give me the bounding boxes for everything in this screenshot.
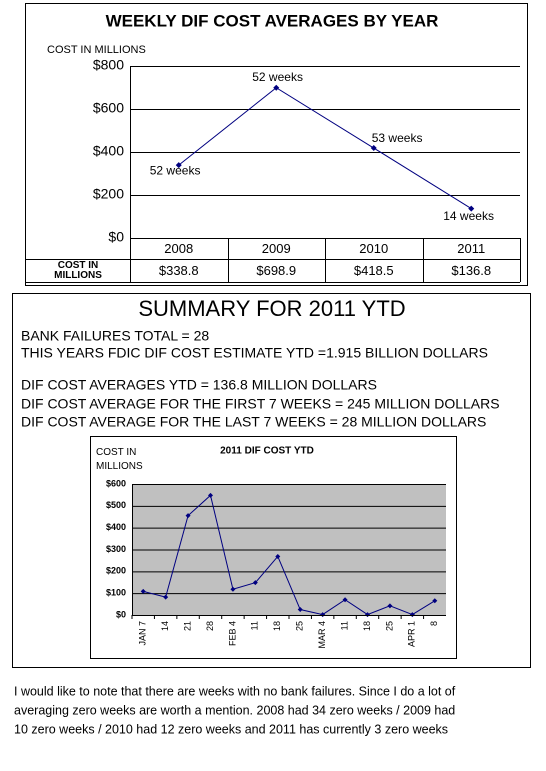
- x-tick-label: 2011: [457, 241, 485, 256]
- y-tick-label: $600: [106, 478, 126, 488]
- note-line: 10 zero weeks / 2010 had 12 zero weeks a…: [14, 722, 448, 736]
- summary-line: DIF COST AVERAGES YTD = 136.8 MILLION DO…: [21, 377, 377, 393]
- y-tick-label: $0: [108, 229, 124, 245]
- summary-line: BANK FAILURES TOTAL = 28: [21, 328, 209, 344]
- data-point: [370, 145, 377, 152]
- y-tick-label: $100: [106, 588, 126, 598]
- x-tick-label: 28: [205, 621, 215, 631]
- y-label: COST IN MILLIONS: [96, 447, 143, 472]
- data-point: [140, 588, 146, 594]
- annotation: 52 weeks: [150, 163, 201, 177]
- x-tick-label: 25: [384, 621, 394, 631]
- data-point: [273, 84, 280, 91]
- table-header-box: COST IN MILLIONS: [54, 260, 102, 281]
- x-tick-label: 8: [429, 621, 439, 626]
- y-tick-label: $300: [106, 544, 126, 554]
- data-line: [178, 87, 472, 210]
- top-frame: [25, 3, 528, 286]
- data-point: [387, 603, 393, 609]
- y-tick-label: $600: [93, 100, 124, 116]
- x-tick-label: 25: [295, 621, 305, 631]
- x-tick-label: 21: [182, 621, 192, 631]
- x-tick-label: FEB 4: [227, 621, 237, 646]
- x-tick-label: 11: [250, 621, 260, 630]
- data-point: [230, 586, 236, 592]
- y-tick-label: $500: [106, 500, 126, 510]
- y-tick-label: $200: [106, 566, 126, 576]
- data-point: [208, 492, 213, 498]
- summary-line: THIS YEARS FDIC DIF COST ESTIMATE YTD =1…: [21, 345, 488, 361]
- x-tick-label: 18: [362, 621, 372, 631]
- chart-title: WEEKLY DIF COST AVERAGES BY YEAR: [106, 11, 439, 30]
- data-point: [468, 205, 475, 212]
- data-point: [252, 580, 258, 586]
- x-tick-label: MAR 4: [317, 621, 327, 649]
- x-tick-label: 2009: [262, 241, 291, 256]
- table-value: $698.9: [256, 263, 296, 278]
- annotation: 53 weeks: [372, 131, 423, 145]
- summary-frame: [12, 293, 531, 668]
- summary-line: DIF COST AVERAGE FOR THE FIRST 7 WEEKS =…: [21, 396, 500, 412]
- chart-title: 2011 DIF COST YTD: [220, 446, 314, 457]
- summary-title: SUMMARY FOR 2011 YTD: [138, 296, 405, 321]
- x-tick-label: 2008: [164, 241, 193, 256]
- data-point: [175, 162, 182, 169]
- y-tick-label: $0: [116, 609, 126, 619]
- y-tick-label: $400: [93, 143, 124, 159]
- data-point: [342, 597, 348, 603]
- data-point: [163, 594, 169, 600]
- data-point: [275, 553, 281, 559]
- x-tick-label: 18: [272, 621, 282, 631]
- data-point: [432, 598, 438, 604]
- table-value: $338.8: [159, 263, 199, 278]
- table-value: $418.5: [354, 263, 394, 278]
- x-tick-label: APR 1: [407, 621, 417, 647]
- table-value: $136.8: [451, 263, 491, 278]
- x-tick-label: 14: [160, 621, 170, 631]
- data-point: [185, 513, 191, 519]
- note-line: I would like to note that there are week…: [14, 684, 456, 698]
- x-tick-label: 11: [339, 621, 349, 630]
- table-header: COST IN MILLIONS: [54, 260, 102, 281]
- x-tick-label: 2010: [359, 241, 388, 256]
- y-label: COST IN MILLIONS: [47, 44, 146, 56]
- summary-line: DIF COST AVERAGE FOR THE LAST 7 WEEKS = …: [21, 414, 486, 430]
- data-point: [297, 607, 303, 613]
- annotation: 52 weeks: [252, 70, 303, 84]
- annotation: 14 weeks: [443, 209, 494, 223]
- y-label-box: COST IN MILLIONS: [96, 447, 143, 472]
- x-tick-label: JAN 7: [138, 621, 148, 646]
- data-line: [143, 494, 436, 616]
- y-tick-label: $400: [106, 522, 126, 532]
- y-tick-label: $800: [93, 57, 124, 73]
- note-line: averaging zero weeks are worth a mention…: [14, 703, 455, 717]
- y-tick-label: $200: [93, 186, 124, 202]
